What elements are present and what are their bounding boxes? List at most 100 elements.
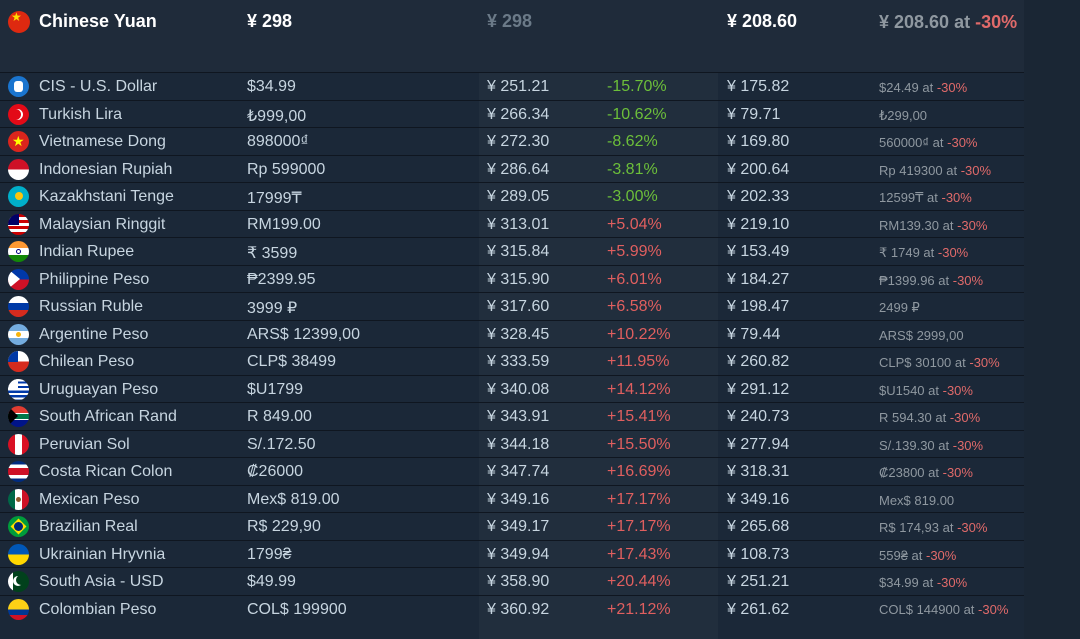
region-name: Costa Rican Colon [39,463,173,480]
converted-price: ¥ 358.90 [487,573,550,590]
vietnam-flag-icon [8,131,29,152]
local-sale-price: 560000₫ at -30% [879,135,978,150]
region-name: Philippine Peso [39,270,150,288]
sale-discount: -30% [941,190,972,205]
colombia-flag-icon [8,598,29,620]
table-row: Costa Rican Colon ₡26000 ¥ 347.74 +16.69% ¥ … [0,457,1024,485]
local-price: ₡26000 [247,463,304,480]
converted-price: ¥ 272.30 [487,133,550,150]
local-price: 898000₫ [247,133,309,150]
base-sale-note-price: ¥ 208.60 at [879,12,971,32]
converted-sale-price: ¥ 251.21 [727,573,790,590]
table-row: Peruvian Sol S/.172.50 ¥ 344.18 +15.50% ¥ 27… [0,429,1024,458]
sale-at-label: at [931,410,950,425]
region-name: Mexican Peso [39,490,140,508]
local-sale-price: R 594.30 at -30% [879,410,980,425]
india-flag-icon [8,241,29,262]
table-row: CIS - U.S. Dollar $34.99 ¥ 251.21 -15.70% ¥ … [0,72,1024,100]
sale-discount: -30% [957,217,988,233]
sale-discount: -30% [952,272,984,288]
local-sale-amount: Rp 419300 [879,162,943,178]
price-difference: -3.00% [607,188,658,205]
local-sale-price: RM139.30 at -30% [879,218,987,233]
local-price: ₱2399.95 [247,270,316,288]
converted-price: ¥ 347.74 [487,463,550,480]
sale-discount: -30% [926,547,957,563]
price-difference: +21.12% [607,600,671,618]
local-sale-price: ₱1399.96 at -30% [879,273,983,288]
south-asia-flag-icon [8,571,29,592]
local-sale-amount: 12599₸ [879,190,924,205]
sale-discount: -30% [957,520,988,535]
local-sale-amount: $34.99 [879,575,919,590]
costa-rica-flag-icon [8,461,29,482]
region-name: Uruguayan Peso [39,380,159,398]
local-sale-price: 2499 ₽ [879,300,920,316]
converted-sale-price: ¥ 277.94 [727,435,790,453]
converted-price: ¥ 333.59 [487,353,550,370]
region-name: Ukrainian Hryvnia [39,545,166,563]
table-row: Indonesian Rupiah Rp 599000 ¥ 286.64 -3.81%… [0,154,1024,183]
right-gutter [1024,0,1080,639]
uruguay-flag-icon [8,378,29,400]
local-sale-amount: R 594.30 [879,410,932,425]
table-row: Philippine Peso ₱2399.95 ¥ 315.90 +6.01% ¥ 1… [0,264,1024,293]
converted-price: ¥ 289.05 [487,188,550,205]
local-sale-amount: Mex$ 819.00 [879,492,955,508]
price-difference: +10.22% [607,325,671,343]
local-sale-price: ₡23800 at -30% [879,465,973,480]
region-rows: CIS - U.S. Dollar $34.99 ¥ 251.21 -15.70% ¥ … [0,72,1024,622]
table-row: South Asia - USD $49.99 ¥ 358.90 +20.44% ¥ 2… [0,567,1024,595]
sale-at-label: at [919,245,938,260]
sale-at-label: at [929,135,948,150]
price-difference: -8.62% [607,133,658,150]
local-price: Mex$ 819.00 [247,490,340,508]
table-row: Argentine Peso ARS$ 12399,00 ¥ 328.45 +10.2… [0,319,1024,348]
converted-sale-price: ¥ 261.62 [727,600,790,618]
table-row: Uruguayan Peso $U1799 ¥ 340.08 +14.12% ¥ 291… [0,374,1024,403]
region-name: South African Rand [39,408,177,425]
table-row: Mexican Peso Mex$ 819.00 ¥ 349.16 +17.17% ¥ … [0,484,1024,513]
base-converted-price: ¥ 298 [487,11,533,31]
table-row: Malaysian Ringgit RM199.00 ¥ 313.01 +5.04% ¥… [0,209,1024,238]
converted-price: ¥ 315.84 [487,243,550,260]
region-name: Brazilian Real [39,518,138,535]
sale-discount: -30% [952,437,984,453]
local-sale-amount: ₺299,00 [879,107,928,123]
local-price: 1799₴ [247,545,292,563]
converted-sale-price: ¥ 260.82 [727,353,790,370]
sale-at-label: at [934,272,953,288]
local-sale-price: CLP$ 30100 at -30% [879,355,1000,370]
converted-price: ¥ 317.60 [487,298,550,315]
local-price: R$ 229,90 [247,518,321,535]
local-sale-price: COL$ 144900 at -30% [879,599,1019,621]
sale-at-label: at [951,355,970,370]
sale-discount: -30% [942,382,973,398]
price-difference: -3.81% [607,160,658,178]
converted-sale-price: ¥ 202.33 [727,188,790,205]
south-africa-flag-icon [8,406,29,427]
russia-flag-icon [8,296,29,317]
table-row: Kazakhstani Tenge 17999₸ ¥ 289.05 -3.00% ¥ 2… [0,182,1024,210]
local-sale-price: $34.99 at -30% [879,575,967,590]
sale-at-label: at [918,575,937,590]
converted-sale-price: ¥ 175.82 [727,78,790,95]
sale-at-label: at [924,382,943,398]
converted-sale-price: ¥ 169.80 [727,133,790,150]
local-sale-amount: RM139.30 [879,217,939,233]
region-name: CIS - U.S. Dollar [39,78,158,95]
sale-discount: -30% [947,135,978,150]
price-difference: +17.43% [607,545,671,563]
sale-discount: -30% [936,80,968,95]
local-price: CLP$ 38499 [247,353,336,370]
local-sale-amount: $24.49 [879,80,919,95]
local-sale-price: 12599₸ at -30% [879,190,972,206]
price-difference: -10.62% [607,105,667,123]
table-row: Colombian Peso COL$ 199900 ¥ 360.92 +21.12%… [0,594,1024,623]
converted-price: ¥ 340.08 [487,380,550,398]
brazil-flag-icon [8,516,29,537]
ukraine-flag-icon [8,543,29,565]
local-sale-price: 559₴ at -30% [879,548,956,563]
local-sale-price: Mex$ 819.00 [879,493,954,508]
converted-price: ¥ 349.16 [487,490,550,508]
